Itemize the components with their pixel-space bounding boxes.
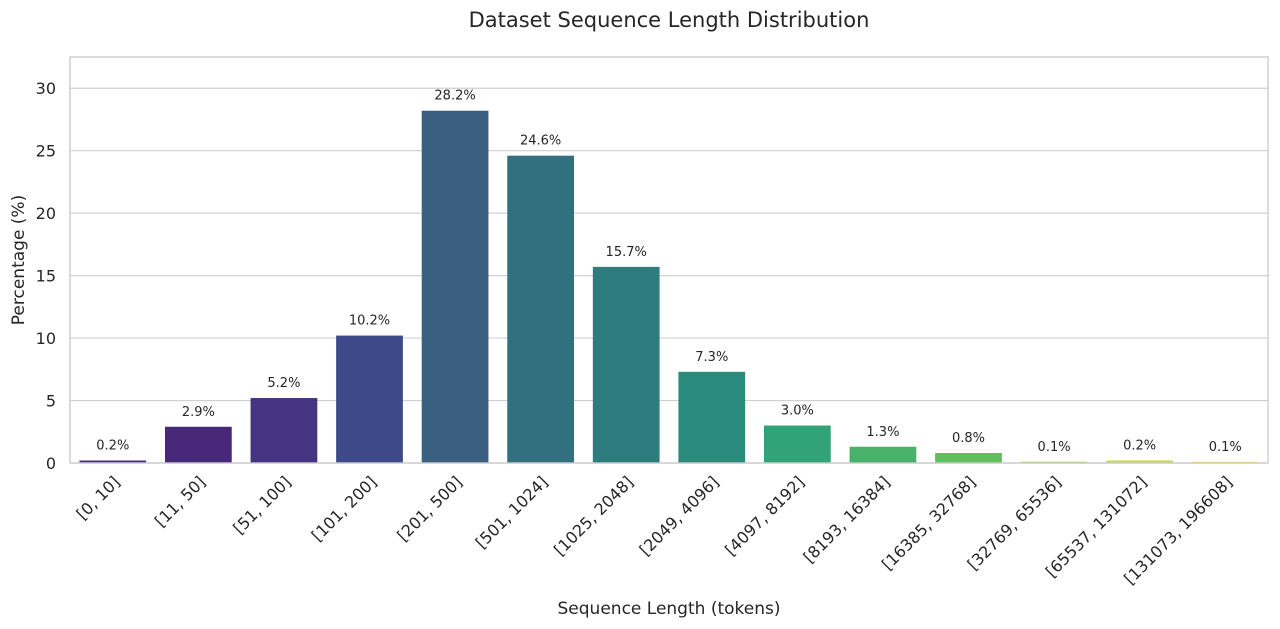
chart-title: Dataset Sequence Length Distribution (469, 8, 870, 32)
bar (164, 426, 232, 463)
y-tick-label: 5 (46, 392, 56, 411)
y-tick-label: 10 (36, 329, 56, 348)
grid-lines (70, 87, 1268, 464)
bar (250, 398, 318, 463)
bar-value-label: 10.2% (349, 314, 390, 329)
bar (421, 110, 489, 464)
x-tick-label: [8193, 16384] (800, 472, 894, 566)
bar-value-label: 0.8% (952, 431, 985, 446)
bar-value-label: 28.2% (434, 89, 475, 104)
plot-frame (69, 56, 1269, 464)
x-tick-label: [0, 10] (73, 472, 124, 523)
x-tick-label: [1025, 2048] (550, 472, 637, 559)
bar (592, 266, 660, 463)
y-tick-label: 20 (36, 204, 56, 223)
x-tick-label: [4097, 8192] (721, 472, 808, 559)
bar (678, 371, 746, 463)
bar-value-label: 24.6% (520, 134, 561, 149)
bar-value-label: 15.7% (606, 245, 647, 260)
bar (849, 446, 917, 463)
y-tick-label: 15 (36, 267, 56, 286)
y-axis-label: Percentage (%) (9, 195, 29, 325)
bar-value-labels: 0.2% 2.9% 5.2% 10.2% 28.2% 24.6% 15.7% 7.3% 3.0%… (96, 89, 1241, 455)
bar-value-label: 1.3% (866, 425, 899, 440)
y-axis-ticks: 0 5 10 15 20 25 30 (36, 79, 56, 473)
bar-value-label: 2.9% (182, 405, 215, 420)
x-tick-label: [201, 500] (393, 472, 466, 545)
bar-value-label: 0.2% (96, 439, 129, 454)
bar (1106, 460, 1174, 463)
x-tick-label: [2049, 4096] (636, 472, 723, 559)
bars (79, 110, 1259, 464)
y-tick-label: 25 (36, 142, 56, 161)
bar-value-label: 3.0% (781, 404, 814, 419)
x-tick-label: [51, 100] (229, 472, 294, 537)
bar-value-label: 0.1% (1209, 440, 1242, 455)
bar-value-label: 5.2% (267, 376, 300, 391)
bar-value-label: 0.1% (1038, 440, 1071, 455)
bar-value-label: 0.2% (1123, 439, 1156, 454)
x-tick-label: [11, 50] (151, 472, 209, 530)
bar-value-label: 7.3% (695, 350, 728, 365)
bar (79, 460, 147, 463)
x-axis-label: Sequence Length (tokens) (558, 599, 781, 619)
y-tick-label: 30 (36, 79, 56, 98)
bar (935, 453, 1002, 463)
x-tick-label: [101, 200] (308, 472, 381, 545)
bar (336, 335, 403, 463)
bar (763, 425, 831, 463)
x-axis-ticks: [0, 10] [11, 50] [51, 100] [101, 200] [201, … (73, 472, 1236, 588)
y-tick-label: 0 (46, 454, 56, 473)
x-tick-label: [501, 1024] (472, 472, 552, 552)
bar (507, 155, 575, 464)
